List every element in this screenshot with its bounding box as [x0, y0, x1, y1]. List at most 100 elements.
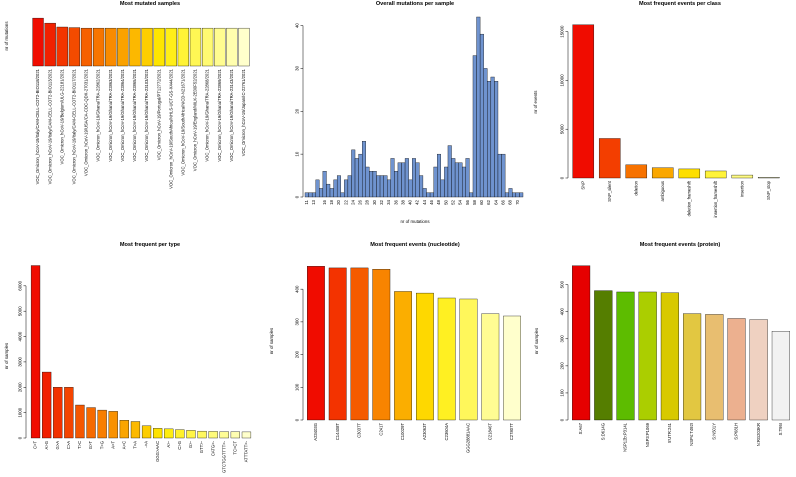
- x-tick-label: 46: [429, 199, 434, 204]
- y-axis-label: nr of samples: [4, 342, 9, 369]
- y-tick-label: 200: [295, 350, 300, 358]
- x-tick-label: 11: [304, 199, 309, 204]
- bar: [358, 153, 363, 198]
- chart-title: Most frequent events per class: [639, 1, 721, 7]
- x-tick-label: C>A: [66, 441, 71, 449]
- x-tick-label: A>-: [166, 440, 171, 447]
- y-tick-label: 40: [295, 23, 300, 28]
- bar: [465, 158, 470, 198]
- bar: [408, 179, 413, 198]
- bar: [458, 162, 463, 198]
- x-tick-label: 66: [500, 199, 505, 204]
- x-tick-label: ATTTATT>-: [244, 440, 249, 462]
- bar: [459, 298, 478, 421]
- y-tick-label: 1000: [18, 407, 23, 417]
- bar: [572, 24, 595, 179]
- bar: [75, 404, 85, 439]
- bar: [307, 266, 325, 421]
- bar: [329, 188, 334, 198]
- x-tick-label: N:RG203KR: [756, 423, 761, 446]
- x-tick-label: C3037T: [357, 423, 362, 438]
- y-tick-label: 0: [560, 418, 565, 421]
- x-tick-label: VOC_Omicron_hCoV-19/USA/CA-CDC-QDX-27031…: [84, 68, 89, 176]
- bar: [351, 149, 356, 198]
- bar: [201, 27, 214, 67]
- y-tick-label: 30: [295, 65, 300, 70]
- bar: [598, 138, 621, 179]
- bar: [660, 292, 679, 421]
- x-tick-label: 34: [386, 199, 391, 204]
- y-tick-label: 300: [295, 318, 300, 326]
- bar: [344, 179, 349, 198]
- panel-most-frequent-events-nucleotide: Most frequent events (nucleotide) nr of …: [269, 242, 521, 453]
- panel-overall-mutations-per-sample: Overall mutations per sample nr of mutat…: [295, 1, 524, 224]
- x-tick-label: 24: [350, 199, 355, 204]
- x-tick-label: 50: [443, 199, 448, 204]
- bar: [80, 27, 93, 67]
- bar: [572, 265, 591, 421]
- bar: [97, 409, 107, 439]
- bar: [497, 153, 502, 198]
- bar: [141, 425, 152, 439]
- y-tick-label: 0: [295, 418, 300, 421]
- bar: [419, 175, 424, 198]
- x-tick-label: S:P681H: [734, 423, 739, 440]
- bar: [64, 387, 74, 439]
- bar: [494, 81, 499, 198]
- x-tick-label: VOC_Omicron_hCoV-19/Japan/IC-22761/2021: [241, 68, 246, 156]
- x-tick-label: ambiguous: [660, 181, 665, 202]
- bar: [451, 158, 456, 198]
- y-tick-label: 6000: [18, 280, 23, 290]
- x-tick-label: 42: [415, 199, 420, 204]
- x-tick-label: insertion: [739, 180, 744, 196]
- bar: [32, 17, 44, 67]
- x-tick-label: VOC_Omicron_hCoV-19/Ghana/TRA-23143/2021: [229, 68, 234, 161]
- panel-most-frequent-per-type: Most frequent per type nr of samples C>T…: [4, 242, 252, 473]
- panel-most-frequent-events-per-class: Most frequent events per class nr of eve…: [533, 1, 780, 218]
- bar: [328, 267, 347, 421]
- x-tick-label: 68: [508, 199, 513, 204]
- panel-most-frequent-events-protein: Most frequent events (protein) nr of sam…: [534, 242, 790, 452]
- y-tick-label: 0: [295, 195, 300, 198]
- x-tick-label: VOC_Omicron_hCoV-19/Ghana/TRA-22869/2021: [217, 68, 222, 161]
- y-tick-label: 200: [560, 362, 565, 370]
- y-tick-label: 5000: [560, 124, 565, 134]
- x-tick-label: C241T: [378, 423, 383, 436]
- x-tick-label: SNP: [580, 181, 585, 190]
- bar: [625, 164, 648, 179]
- bar: [508, 188, 513, 198]
- y-tick-label: 20: [295, 108, 300, 113]
- x-tick-label: G>T: [88, 441, 93, 450]
- bar: [387, 179, 391, 198]
- x-tick-label: VOC_Omicron_hCoV-19/SouthAfrica/NICD-N21…: [180, 68, 185, 175]
- x-tick-label: C>G: [177, 441, 182, 450]
- bar: [208, 431, 218, 439]
- bar: [727, 318, 746, 421]
- bar: [401, 162, 406, 198]
- y-tick-label: 5000: [18, 306, 23, 316]
- bar: [141, 27, 153, 67]
- bar: [383, 175, 388, 198]
- bar: [214, 27, 226, 67]
- bar: [394, 171, 399, 198]
- x-tick-label: S:N501Y: [711, 423, 716, 440]
- x-tick-label: ->A: [144, 441, 149, 448]
- x-tick-label: S:A67: [578, 422, 583, 434]
- x-tick-label: GTCTGGTTTT>-: [221, 440, 226, 473]
- y-tick-label: 300: [560, 335, 565, 343]
- bar: [197, 430, 207, 439]
- y-tick-label: 100: [295, 383, 300, 391]
- bar: [422, 188, 427, 198]
- bar: [326, 183, 331, 198]
- x-tick-label: insertion_frameshift: [713, 180, 718, 217]
- x-tick-label: 16: [322, 199, 327, 204]
- x-tick-label: deletion: [633, 180, 638, 195]
- bar: [512, 192, 517, 198]
- x-tick-label: VOC_Omicron_hCoV-19/SouthAfrica/NHLS-UCT…: [168, 68, 173, 189]
- bar: [678, 168, 701, 179]
- x-tick-label: 30: [372, 199, 377, 204]
- bar: [757, 177, 780, 179]
- bar: [412, 158, 416, 198]
- bar: [186, 430, 196, 439]
- x-tick-label: 13: [311, 199, 316, 204]
